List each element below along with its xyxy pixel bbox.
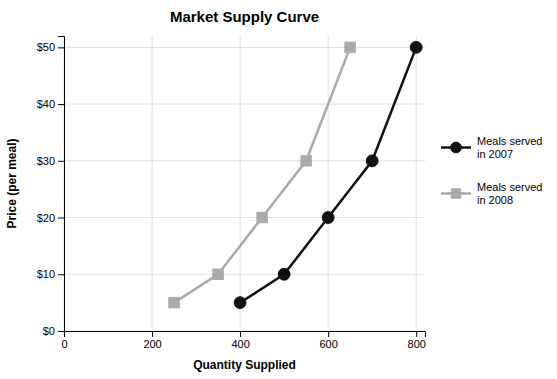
tick-label: 0 [61, 338, 67, 350]
tick-label: 800 [408, 338, 426, 350]
marker [257, 212, 267, 222]
x-axis-title: Quantity Supplied [193, 358, 296, 372]
tick-mark [240, 331, 241, 337]
series-line [240, 47, 416, 302]
tick: $0 [43, 325, 64, 337]
tick-mark [328, 331, 329, 337]
tick-label: $0 [43, 325, 55, 337]
marker [301, 156, 311, 166]
marker [322, 212, 334, 224]
tick-label: $50 [37, 41, 55, 53]
tick-label: $10 [37, 268, 55, 280]
tick-mark [58, 161, 64, 162]
legend-entry: Meals servedin 2008 [441, 181, 542, 206]
legend-swatch [451, 189, 460, 198]
tick-mark [58, 47, 64, 48]
y-axis-title: Price (per meal) [5, 138, 19, 228]
grid-line [328, 36, 329, 331]
series [169, 42, 356, 308]
tick-mark [58, 331, 64, 332]
grid-line [64, 217, 425, 218]
chart-title: Market Supply Curve [170, 8, 319, 25]
x-axis: 0 200 400 600 800 [61, 331, 425, 350]
legend-entry: Meals servedin 2007 [441, 135, 542, 160]
tick: 200 [143, 331, 161, 350]
tick-label: 400 [231, 338, 249, 350]
axis-line [65, 332, 426, 338]
tick: $40 [37, 98, 64, 110]
tick: $30 [37, 155, 64, 167]
grid-line [152, 36, 153, 331]
marker [345, 42, 355, 52]
grid-line [240, 36, 241, 331]
tick-label: $30 [37, 155, 55, 167]
marker [366, 155, 378, 167]
marker [278, 268, 290, 280]
tick-label: 600 [319, 338, 337, 350]
grid [64, 36, 425, 331]
tick-mark [58, 218, 64, 219]
axis-line [58, 37, 65, 332]
tick: $10 [37, 268, 64, 280]
grid-line [64, 47, 425, 48]
tick-mark [58, 104, 64, 105]
y-axis: $0 $10 $20 $30 $40 $50 [37, 37, 65, 338]
marker [213, 269, 223, 279]
grid-line [64, 104, 425, 105]
series-line [174, 47, 350, 302]
legend-label: Meals servedin 2007 [477, 135, 542, 160]
data-layer [169, 41, 422, 308]
legend: Meals servedin 2007 Meals servedin 2008 [441, 135, 542, 206]
tick-label: 200 [143, 338, 161, 350]
tick: 0 [61, 331, 67, 350]
marker [234, 297, 246, 309]
series [234, 41, 422, 308]
tick-label: $40 [37, 98, 55, 110]
tick: 800 [408, 331, 426, 350]
tick-mark [416, 331, 417, 337]
grid-line [416, 36, 417, 331]
tick: 600 [319, 331, 337, 350]
tick: $20 [37, 212, 64, 224]
tick-mark [58, 274, 64, 275]
tick-label: $20 [37, 212, 55, 224]
marker [169, 297, 179, 307]
legend-label: Meals servedin 2008 [477, 181, 542, 206]
tick: $50 [37, 41, 64, 53]
grid-line [64, 274, 425, 275]
tick: 400 [231, 331, 249, 350]
marker [410, 41, 422, 53]
tick-mark [152, 331, 153, 337]
legend-swatch [451, 142, 462, 153]
plot-area: 0 200 400 600 800 $0 $10 $20 $30 $40 $50 Quantity S… [5, 36, 542, 372]
chart-svg: 0 200 400 600 800 $0 $10 $20 $30 $40 $50 Quantity S… [0, 0, 557, 379]
